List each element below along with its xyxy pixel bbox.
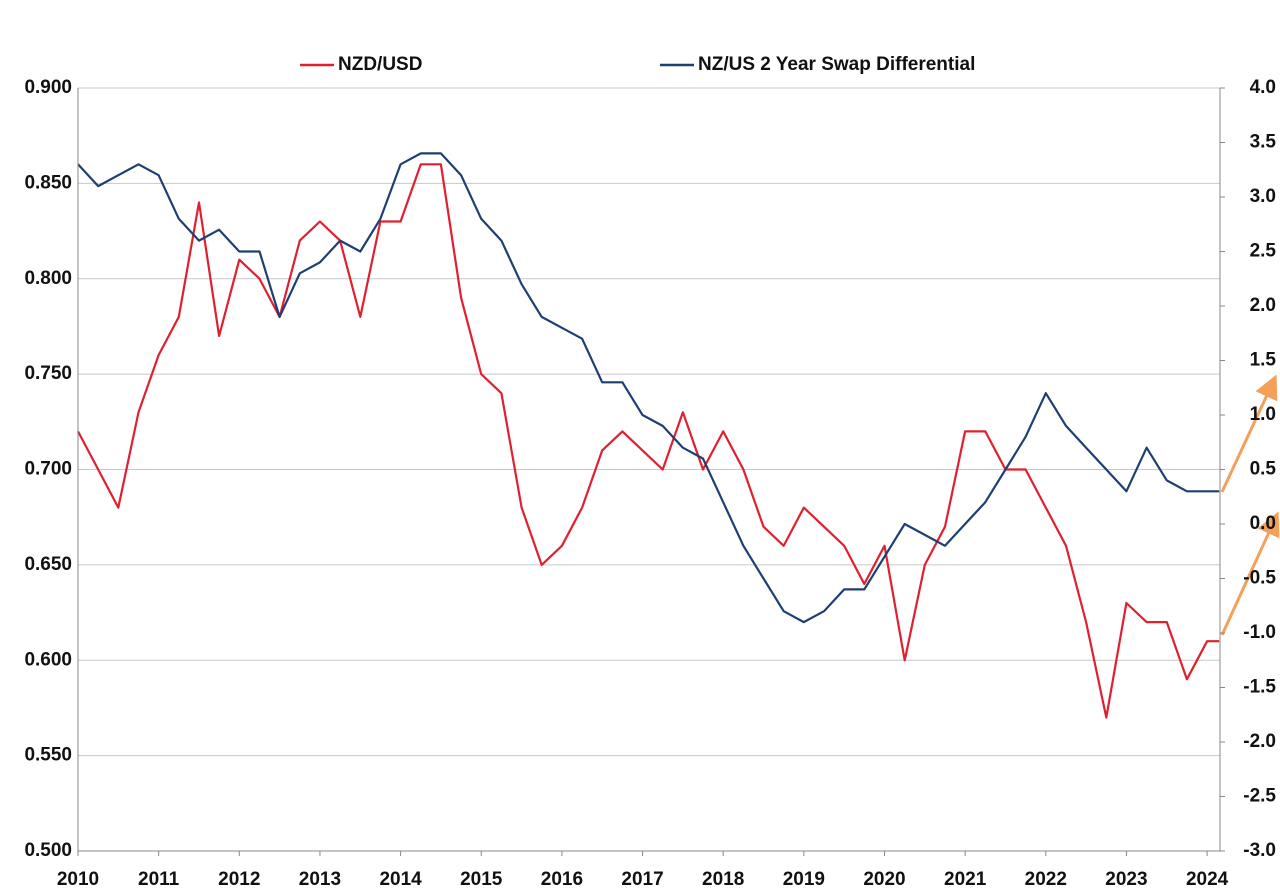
x-tick-label: 2014 (379, 869, 422, 890)
y-tick-label: 0.650 (24, 554, 72, 575)
y2-tick-label: -2.0 (1243, 731, 1276, 752)
series-line (77, 163, 1220, 719)
annotation-arrow (1220, 374, 1278, 493)
x-tick-label: 2020 (863, 869, 905, 890)
y2-tick-label: -0.5 (1243, 568, 1276, 589)
legend-label: NZD/USD (338, 54, 422, 75)
x-tick-label: 2016 (541, 869, 583, 890)
x-tick-label: 2011 (138, 869, 180, 890)
y2-tick-label: -1.0 (1243, 622, 1276, 643)
y-tick-label: 0.700 (24, 459, 72, 480)
series-line (77, 152, 1220, 624)
y2-tick-label: -3.0 (1243, 840, 1276, 861)
annotation-arrow (1220, 511, 1280, 636)
y2-tick-label: 0.0 (1250, 513, 1276, 534)
x-tick-label: 2017 (621, 869, 663, 890)
y-tick-label: 0.800 (24, 268, 72, 289)
y2-tick-label: 3.5 (1250, 132, 1277, 153)
y2-tick-label: 1.0 (1250, 404, 1276, 425)
x-tick-label: 2015 (460, 869, 503, 890)
x-tick-label: 2010 (57, 869, 99, 890)
x-tick-label: 2024 (1186, 869, 1229, 890)
x-tick-label: 2019 (783, 869, 825, 890)
y2-tick-label: 2.0 (1250, 295, 1276, 316)
x-tick-label: 2022 (1025, 869, 1067, 890)
y2-tick-label: 4.0 (1250, 77, 1276, 98)
y-tick-label: 0.750 (24, 363, 72, 384)
y2-tick-label: 0.5 (1250, 459, 1277, 480)
x-tick-label: 2013 (299, 869, 341, 890)
y2-tick-label: 3.0 (1250, 186, 1276, 207)
y-tick-label: 0.850 (24, 172, 72, 193)
x-tick-label: 2023 (1105, 869, 1147, 890)
y-tick-label: 0.900 (24, 77, 72, 98)
y-tick-label: 0.600 (24, 649, 72, 670)
x-tick-label: 2012 (218, 869, 260, 890)
x-tick-label: 2021 (944, 869, 987, 890)
legend-label: NZ/US 2 Year Swap Differential (698, 54, 975, 75)
y2-tick-label: -1.5 (1243, 677, 1276, 698)
y2-tick-label: -2.5 (1243, 786, 1276, 807)
x-tick-label: 2018 (702, 869, 744, 890)
y2-tick-label: 1.5 (1250, 350, 1277, 371)
y-tick-label: 0.500 (24, 840, 72, 861)
y-tick-label: 0.550 (24, 745, 72, 766)
y2-tick-label: 2.5 (1250, 241, 1277, 262)
